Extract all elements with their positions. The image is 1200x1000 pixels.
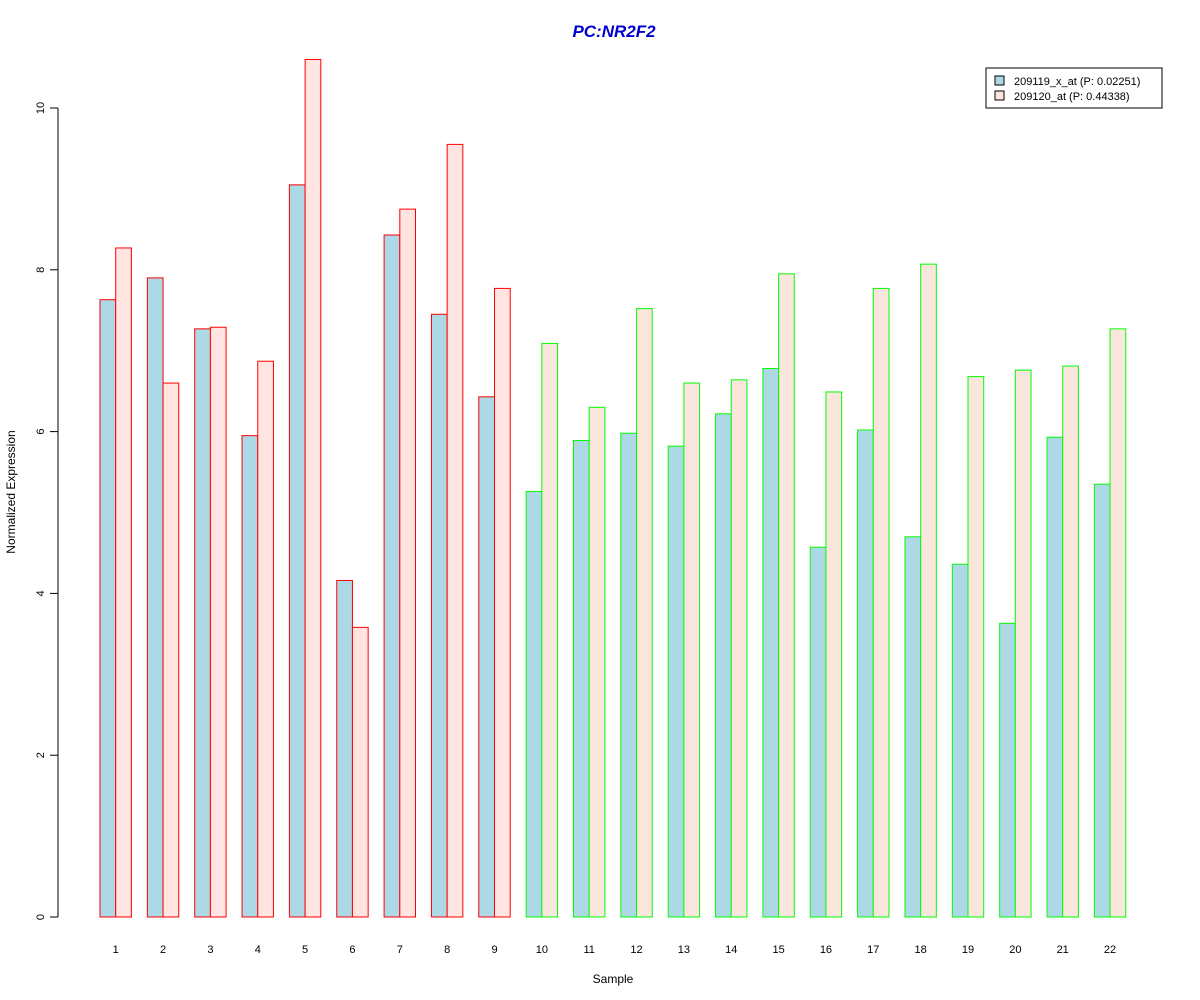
x-tick-label-4: 4 bbox=[255, 944, 261, 956]
bar-sample-4-series-1 bbox=[241, 435, 259, 918]
bar-sample-10-series-1 bbox=[525, 490, 543, 918]
bar-sample-22-series-2 bbox=[1109, 328, 1127, 918]
y-tick-label: 0 bbox=[35, 914, 47, 920]
legend-label-series-2: 209120_at (P: 0.44338) bbox=[1014, 91, 1130, 103]
bar-sample-15-series-2 bbox=[778, 273, 795, 918]
bar-sample-18-series-1 bbox=[904, 536, 922, 918]
x-tick-label-8: 8 bbox=[444, 944, 450, 956]
x-tick-label-13: 13 bbox=[678, 944, 690, 956]
bar-sample-6-series-1 bbox=[336, 579, 353, 918]
bar-sample-1-series-1 bbox=[99, 299, 117, 918]
x-tick-label-5: 5 bbox=[302, 944, 308, 956]
bar-sample-19-series-1 bbox=[951, 563, 969, 918]
bar-sample-3-series-1 bbox=[194, 328, 211, 918]
legend-swatch-series-2 bbox=[994, 90, 1005, 101]
x-tick-label-14: 14 bbox=[725, 944, 737, 956]
x-axis-tick-labels: 1 2 3 4 5 6 7 8 9 10 11 12 13 14 15 16 17 18 19 20 21 22 bbox=[113, 944, 1117, 956]
bar-sample-18-series-2 bbox=[920, 263, 937, 918]
x-tick-label-22: 22 bbox=[1104, 944, 1116, 956]
bar-sample-15-series-1 bbox=[762, 367, 780, 918]
x-tick-label-21: 21 bbox=[1057, 944, 1069, 956]
bar-sample-13-series-1 bbox=[667, 445, 685, 918]
bar-sample-11-series-1 bbox=[573, 439, 590, 918]
y-tick-label: 2 bbox=[35, 752, 47, 758]
bar-sample-12-series-2 bbox=[636, 308, 653, 918]
bar-sample-1-series-2 bbox=[115, 247, 132, 918]
legend: 209119_x_at (P: 0.02251) 209120_at (P: 0… bbox=[985, 67, 1163, 109]
y-tick-label: 4 bbox=[35, 590, 47, 596]
bar-sample-14-series-1 bbox=[715, 413, 732, 918]
bar-sample-2-series-1 bbox=[146, 277, 164, 918]
x-tick-label-9: 9 bbox=[491, 944, 497, 956]
x-tick-label-20: 20 bbox=[1009, 944, 1021, 956]
bar-sample-11-series-2 bbox=[588, 406, 606, 918]
x-tick-label-6: 6 bbox=[349, 944, 355, 956]
bar-sample-13-series-2 bbox=[683, 382, 701, 918]
bar-sample-7-series-2 bbox=[399, 208, 416, 918]
x-tick-label-15: 15 bbox=[772, 944, 784, 956]
bar-sample-12-series-1 bbox=[620, 432, 638, 918]
bar-sample-14-series-2 bbox=[730, 379, 748, 918]
bar-sample-6-series-2 bbox=[351, 626, 369, 918]
x-tick-label-2: 2 bbox=[160, 944, 166, 956]
bar-sample-9-series-2 bbox=[494, 287, 511, 918]
y-tick-label: 8 bbox=[35, 267, 47, 273]
x-tick-label-18: 18 bbox=[915, 944, 927, 956]
bar-sample-21-series-2 bbox=[1062, 365, 1079, 918]
bar-sample-20-series-2 bbox=[1014, 369, 1032, 918]
bar-sample-7-series-1 bbox=[383, 234, 401, 918]
bar-sample-9-series-1 bbox=[478, 396, 495, 918]
y-tick-label: 6 bbox=[35, 429, 47, 435]
bar-sample-5-series-1 bbox=[288, 184, 306, 918]
bar-sample-5-series-2 bbox=[304, 58, 322, 918]
bar-sample-3-series-2 bbox=[209, 326, 227, 918]
bar-sample-8-series-1 bbox=[430, 313, 448, 918]
y-axis-label: Normalized Expression bbox=[4, 430, 18, 553]
x-tick-label-7: 7 bbox=[397, 944, 403, 956]
x-tick-label-17: 17 bbox=[867, 944, 879, 956]
bar-sample-21-series-1 bbox=[1046, 436, 1064, 918]
bar-sample-17-series-1 bbox=[857, 429, 874, 918]
legend-box bbox=[985, 67, 1163, 109]
chart-title: PC:NR2F2 bbox=[572, 22, 656, 41]
bar-sample-17-series-2 bbox=[872, 287, 890, 918]
bar-sample-8-series-2 bbox=[446, 143, 464, 918]
y-tick-label: 10 bbox=[35, 102, 47, 114]
bar-sample-16-series-1 bbox=[809, 546, 827, 918]
x-tick-label-16: 16 bbox=[820, 944, 832, 956]
bar-sample-16-series-2 bbox=[825, 391, 843, 918]
legend-label-series-1: 209119_x_at (P: 0.02251) bbox=[1014, 76, 1140, 88]
x-tick-label-1: 1 bbox=[113, 944, 119, 956]
bars bbox=[99, 58, 1127, 918]
y-axis: 0 2 4 6 8 10 bbox=[35, 102, 59, 920]
x-tick-label-11: 11 bbox=[583, 944, 594, 956]
x-tick-label-3: 3 bbox=[207, 944, 213, 956]
bar-sample-10-series-2 bbox=[541, 342, 559, 918]
x-tick-label-12: 12 bbox=[630, 944, 642, 956]
bar-sample-22-series-1 bbox=[1093, 483, 1111, 918]
x-tick-label-19: 19 bbox=[962, 944, 974, 956]
x-axis-label: Sample bbox=[593, 972, 634, 986]
bar-sample-19-series-2 bbox=[967, 376, 985, 918]
bar-sample-4-series-2 bbox=[257, 360, 274, 918]
bar-sample-2-series-2 bbox=[162, 382, 180, 918]
bar-sample-20-series-1 bbox=[999, 622, 1016, 918]
legend-swatch-series-1 bbox=[994, 75, 1005, 86]
x-tick-label-10: 10 bbox=[536, 944, 548, 956]
